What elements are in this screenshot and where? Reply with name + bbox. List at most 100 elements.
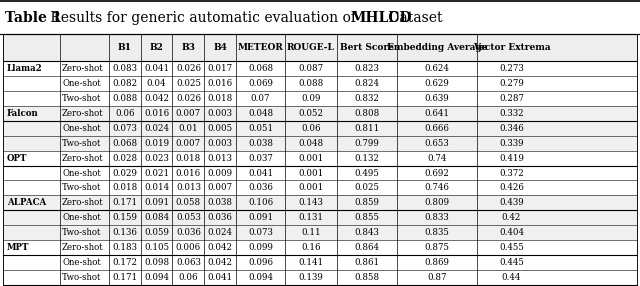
Text: 0.037: 0.037	[248, 154, 273, 163]
Text: 0.013: 0.013	[176, 183, 201, 192]
Text: 0.833: 0.833	[424, 213, 449, 222]
Text: ROUGE-L: ROUGE-L	[287, 43, 335, 52]
Bar	[3, 166, 637, 180]
Text: 0.811: 0.811	[355, 124, 380, 133]
Text: 0.009: 0.009	[208, 168, 233, 178]
Text: 0.018: 0.018	[112, 183, 138, 192]
Text: 0.87: 0.87	[427, 273, 447, 282]
Text: 0.003: 0.003	[208, 109, 233, 118]
Text: 0.859: 0.859	[355, 198, 380, 207]
Text: 0.855: 0.855	[355, 213, 380, 222]
Text: 0.001: 0.001	[298, 168, 323, 178]
Bar	[3, 34, 637, 61]
Text: 0.042: 0.042	[208, 258, 233, 267]
Text: 0.287: 0.287	[499, 94, 524, 103]
Bar	[3, 61, 637, 76]
Text: 0.083: 0.083	[112, 64, 137, 74]
Text: 0.082: 0.082	[112, 79, 138, 88]
Text: Vector Extrema: Vector Extrema	[473, 43, 550, 52]
Text: 0.404: 0.404	[499, 228, 524, 237]
Text: B1: B1	[118, 43, 132, 52]
Text: 0.339: 0.339	[499, 139, 524, 148]
Text: Two-shot: Two-shot	[62, 94, 102, 103]
Text: Bert Score: Bert Score	[340, 43, 394, 52]
Text: 0.653: 0.653	[424, 139, 449, 148]
Bar	[3, 210, 637, 225]
Text: One-shot: One-shot	[62, 168, 101, 178]
Text: 0.372: 0.372	[499, 168, 524, 178]
Text: 0.063: 0.063	[176, 258, 201, 267]
Text: Zero-shot: Zero-shot	[62, 64, 104, 74]
Text: 0.036: 0.036	[176, 228, 201, 237]
Text: 0.001: 0.001	[298, 154, 323, 163]
Text: 0.098: 0.098	[144, 258, 169, 267]
Text: 0.832: 0.832	[355, 94, 380, 103]
Text: One-shot: One-shot	[62, 213, 101, 222]
Text: Two-shot: Two-shot	[62, 228, 102, 237]
Text: 0.006: 0.006	[176, 243, 201, 252]
Text: 0.014: 0.014	[144, 183, 169, 192]
Text: 0.094: 0.094	[144, 273, 169, 282]
Text: 0.096: 0.096	[248, 258, 273, 267]
Text: 0.141: 0.141	[298, 258, 323, 267]
Text: 0.099: 0.099	[248, 243, 273, 252]
Text: 0.808: 0.808	[355, 109, 380, 118]
Text: 0.038: 0.038	[248, 139, 273, 148]
Text: 0.025: 0.025	[176, 79, 201, 88]
Text: 0.445: 0.445	[499, 258, 524, 267]
Text: 0.06: 0.06	[115, 109, 134, 118]
Text: 0.042: 0.042	[144, 94, 169, 103]
Text: One-shot: One-shot	[62, 258, 101, 267]
Text: 0.04: 0.04	[147, 79, 166, 88]
Text: B4: B4	[213, 43, 227, 52]
Text: 0.041: 0.041	[248, 168, 273, 178]
Text: 0.007: 0.007	[176, 109, 201, 118]
Text: 0.048: 0.048	[248, 109, 273, 118]
Text: 0.036: 0.036	[208, 213, 233, 222]
Text: One-shot: One-shot	[62, 124, 101, 133]
Text: 0.01: 0.01	[179, 124, 198, 133]
Text: 0.036: 0.036	[248, 183, 273, 192]
Text: 0.024: 0.024	[208, 228, 233, 237]
Text: 0.171: 0.171	[112, 198, 138, 207]
Text: 0.068: 0.068	[112, 139, 138, 148]
Text: 0.641: 0.641	[424, 109, 449, 118]
Text: 0.159: 0.159	[112, 213, 137, 222]
Text: 0.11: 0.11	[301, 228, 321, 237]
Bar	[3, 151, 637, 166]
Text: 0.809: 0.809	[424, 198, 449, 207]
Text: 0.088: 0.088	[112, 94, 138, 103]
Text: 0.053: 0.053	[176, 213, 201, 222]
Text: 0.07: 0.07	[251, 94, 270, 103]
Text: 0.003: 0.003	[208, 139, 233, 148]
Text: Two-shot: Two-shot	[62, 183, 102, 192]
Text: Zero-shot: Zero-shot	[62, 109, 104, 118]
Text: 0.094: 0.094	[248, 273, 273, 282]
Text: 0.835: 0.835	[424, 228, 449, 237]
Text: ALPACA: ALPACA	[7, 198, 46, 207]
Text: 0.06: 0.06	[179, 273, 198, 282]
Bar	[3, 240, 637, 255]
Bar	[3, 136, 637, 151]
Text: 0.864: 0.864	[355, 243, 380, 252]
Text: 0.091: 0.091	[248, 213, 273, 222]
Text: B2: B2	[150, 43, 163, 52]
Text: 0.273: 0.273	[499, 64, 524, 74]
Text: B3: B3	[181, 43, 195, 52]
Text: 0.073: 0.073	[248, 228, 273, 237]
Text: METEOR: METEOR	[237, 43, 284, 52]
Text: 0.419: 0.419	[499, 154, 524, 163]
Bar	[3, 255, 637, 270]
Text: 0.019: 0.019	[144, 139, 169, 148]
Bar	[3, 121, 637, 136]
Text: 0.139: 0.139	[298, 273, 323, 282]
Text: 0.024: 0.024	[144, 124, 169, 133]
Text: 0.74: 0.74	[428, 154, 447, 163]
Text: 0.091: 0.091	[144, 198, 169, 207]
Text: 0.084: 0.084	[144, 213, 169, 222]
Text: 0.332: 0.332	[499, 109, 524, 118]
Text: 0.799: 0.799	[355, 139, 380, 148]
Text: Table 1: Table 1	[5, 11, 61, 25]
Text: 0.007: 0.007	[176, 139, 201, 148]
Bar	[3, 195, 637, 210]
